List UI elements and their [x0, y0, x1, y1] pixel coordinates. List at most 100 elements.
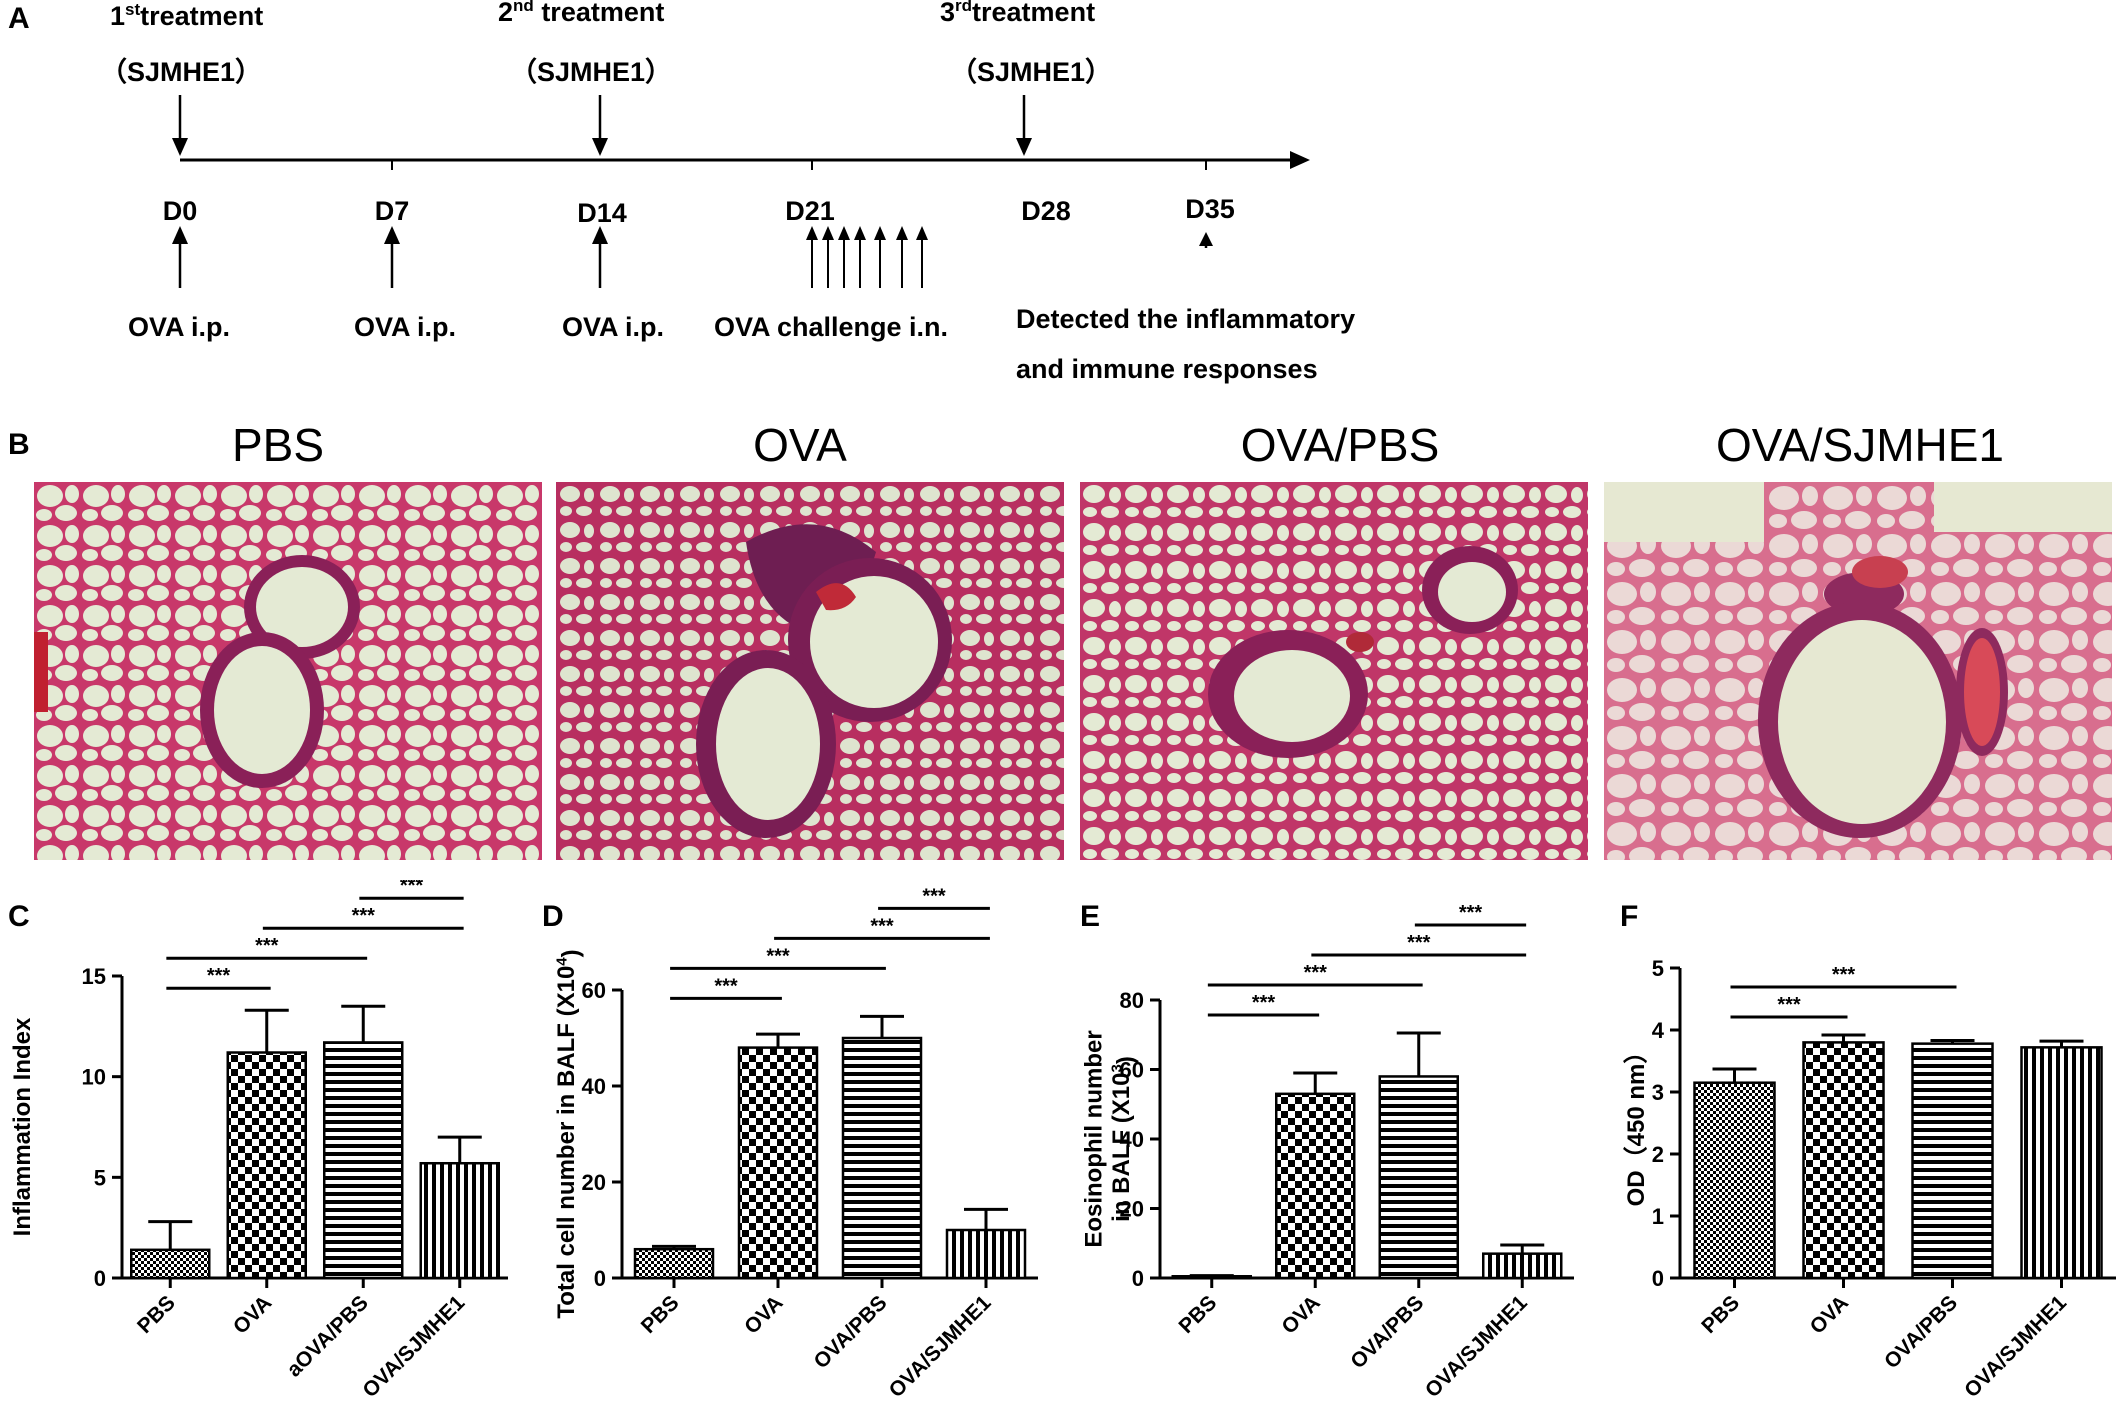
histology-title-ova-sjmhe1: OVA/SJMHE1	[1716, 419, 2004, 471]
significance-label-C-0: ***	[207, 965, 231, 987]
y-tick-label-F-0: 0	[1652, 1266, 1664, 1291]
panel-label-b: B	[8, 428, 30, 461]
category-label-C-1: OVA	[229, 1291, 276, 1338]
y-tick-label-C-2: 10	[82, 1065, 106, 1090]
y-tick-label-E-2: 40	[1120, 1127, 1144, 1152]
treatment-1-sup: st	[125, 0, 141, 19]
detection-line-1: Detected the inflammatory	[1016, 304, 1356, 334]
y-tick-label-E-3: 60	[1120, 1058, 1144, 1083]
detection-arrow	[1199, 232, 1213, 248]
significance-label-C-2: ***	[352, 905, 376, 927]
panel-label-a: A	[8, 2, 30, 35]
day-label-d35: D35	[1185, 194, 1235, 224]
panel-label-e: E	[1080, 900, 1101, 933]
y-tick-label-C-0: 0	[94, 1266, 106, 1291]
y-tick-label-F-5: 5	[1652, 956, 1664, 981]
histology-image-ova	[556, 482, 1064, 860]
y-tick-label-F-1: 1	[1652, 1204, 1664, 1229]
bar-F-3	[2020, 1046, 2103, 1280]
day-label-d14: D14	[577, 198, 627, 228]
treatment-arrows	[172, 95, 1032, 156]
y-axis-label-close-D: )	[558, 949, 585, 957]
histology-title-ova: OVA	[753, 419, 847, 471]
treatment-1-ordinal: 1	[110, 1, 126, 31]
y-axis-label-D: Total cell number in BALF (X104)	[553, 949, 585, 1318]
bar-C-0	[130, 1248, 211, 1280]
y-tick-label-D-2: 40	[582, 1074, 606, 1099]
treatment-3-label: 3rdtreatment	[940, 0, 1095, 28]
treatment-2-label: 2nd treatment	[498, 0, 664, 28]
treatment-3-word: treatment	[972, 0, 1096, 27]
histology-image-ova-pbs	[1080, 482, 1588, 860]
category-label-C-3: OVA/SJMHE1	[358, 1291, 469, 1402]
y-tick-label-F-4: 4	[1652, 1018, 1665, 1043]
category-label-E-0: PBS	[1174, 1291, 1221, 1338]
timeline-axis	[172, 95, 1310, 288]
challenge-arrows	[806, 226, 928, 288]
y-tick-label-E-1: 20	[1120, 1197, 1144, 1222]
category-label-F-2: OVA/PBS	[1880, 1291, 1962, 1373]
bar-F-0	[1693, 1081, 1776, 1280]
category-label-D-3: OVA/SJMHE1	[885, 1291, 996, 1402]
y-tick-label-E-0: 0	[1132, 1266, 1144, 1291]
category-label-D-2: OVA/PBS	[810, 1291, 892, 1373]
category-label-C-0: PBS	[133, 1291, 180, 1338]
day-label-d0: D0	[162, 196, 198, 226]
event-ova-ip-3: OVA i.p.	[562, 312, 665, 342]
bar-D-1	[737, 1046, 819, 1280]
y-tick-label-D-3: 60	[582, 978, 606, 1003]
treatment-2-agent: （SJMHE1）	[510, 57, 673, 87]
histology-image-pbs	[34, 482, 542, 860]
significance-label-E-2: ***	[1407, 932, 1431, 954]
significance-label-C-1: ***	[255, 935, 279, 957]
significance-label-F-1: ***	[1832, 964, 1856, 986]
detection-line-2: and immune responses	[1016, 354, 1318, 384]
significance-label-D-2: ***	[870, 915, 894, 937]
bar-D-0	[633, 1247, 715, 1280]
panel-label-f: F	[1620, 900, 1639, 933]
significance-label-E-1: ***	[1304, 962, 1328, 984]
treatment-2-sup: nd	[513, 0, 534, 15]
panel-label-d: D	[542, 900, 564, 933]
category-label-D-0: PBS	[637, 1291, 684, 1338]
category-label-E-2: OVA/PBS	[1346, 1291, 1428, 1373]
y-axis-label-sup-D: 4	[554, 957, 571, 966]
significance-label-C-3: ***	[400, 880, 424, 897]
category-label-E-1: OVA	[1277, 1291, 1324, 1338]
bar-D-3	[945, 1228, 1027, 1280]
day-label-d21: D21	[785, 196, 835, 226]
treatment-1-agent: （SJMHE1）	[100, 57, 263, 87]
y-tick-label-D-0: 0	[594, 1266, 606, 1291]
significance-label-D-1: ***	[766, 945, 790, 967]
bar-E-2	[1378, 1075, 1459, 1280]
y-tick-label-F-2: 2	[1652, 1142, 1664, 1167]
y-tick-label-E-4: 80	[1120, 988, 1144, 1013]
category-label-C-2: aOVA/PBS	[283, 1291, 373, 1381]
significance-label-D-3: ***	[922, 885, 946, 907]
y-axis-label-E: Eosinophil numberin BALF (X103)	[1081, 1030, 1140, 1247]
significance-label-E-0: ***	[1252, 992, 1276, 1014]
y-tick-label-C-1: 5	[94, 1165, 106, 1190]
treatment-1-word: treatment	[140, 1, 264, 31]
significance-label-F-0: ***	[1777, 994, 1801, 1016]
y-axis-label-close-E: )	[1113, 1056, 1140, 1064]
event-ova-ip-1: OVA i.p.	[128, 312, 231, 342]
histology-image-ova-sjmhe1	[1604, 482, 2112, 860]
day-label-d7: D7	[374, 196, 410, 226]
category-label-F-1: OVA	[1806, 1291, 1853, 1338]
histology-title-pbs: PBS	[231, 419, 325, 471]
bar-F-1	[1802, 1041, 1885, 1280]
bar-F-2	[1911, 1042, 1994, 1280]
category-label-E-3: OVA/SJMHE1	[1421, 1291, 1532, 1402]
y-axis-label-C: Inflammation Index	[9, 1017, 36, 1236]
treatment-1-label: 1sttreatment	[110, 0, 263, 32]
y-axis-label-text-D: Total cell number in BALF (X10	[553, 966, 580, 1319]
significance-label-D-0: ***	[714, 975, 738, 997]
event-ova-challenge: OVA challenge i.n.	[714, 312, 949, 342]
sensitization-arrows	[172, 226, 608, 288]
bar-D-2	[841, 1036, 923, 1280]
treatment-3-sup: rd	[955, 0, 973, 15]
bar-E-3	[1482, 1252, 1563, 1280]
y-axis-label-line1-E: Eosinophil number	[1081, 1030, 1108, 1247]
